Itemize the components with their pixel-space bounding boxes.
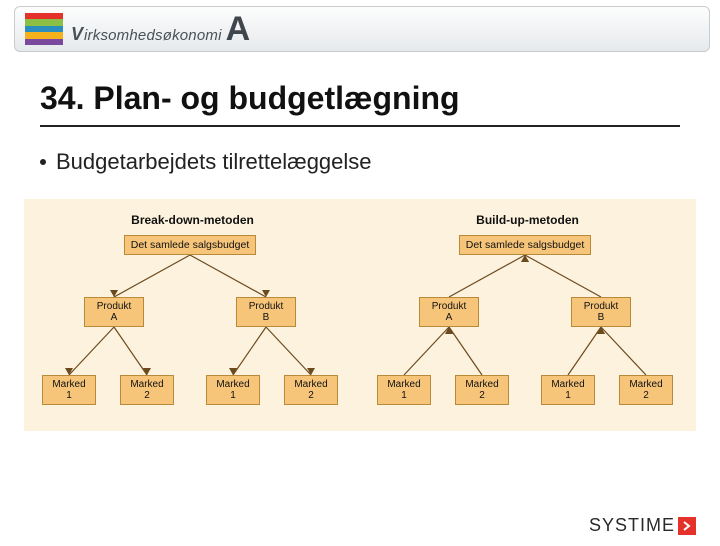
header-bar: V irksomhedsøkonomi A (14, 6, 710, 52)
diagram-node: Produkt A (419, 297, 479, 327)
title-underline (40, 125, 680, 127)
diagram-panel: Build-up-metoden Det samlede salgsbudget P… (365, 213, 690, 413)
page-title: 34. Plan- og budgetlægning (40, 80, 680, 117)
slide-content: 34. Plan- og budgetlægning Budgetarbejde… (0, 52, 720, 175)
brand-v: V (71, 24, 83, 45)
panel-canvas: Det samlede salgsbudget Produkt A Produkt … (30, 235, 355, 413)
diagram-node: Marked 2 (120, 375, 174, 405)
brand: V irksomhedsøkonomi A (71, 10, 250, 49)
panel-title: Build-up-metoden (365, 213, 690, 227)
brand-rest: irksomhedsøkonomi (84, 27, 222, 44)
panel-canvas: Det samlede salgsbudget Produkt A Produkt … (365, 235, 690, 413)
diagram-node: Produkt B (571, 297, 631, 327)
diagram-node: Marked 2 (455, 375, 509, 405)
diagram-container: Break-down-metoden Det samlede salgsbudge… (24, 199, 696, 431)
diagram-panel: Break-down-metoden Det samlede salgsbudge… (30, 213, 355, 413)
diagram-node: Det samlede salgsbudget (459, 235, 591, 255)
footer-company: SYSTIME (589, 515, 675, 536)
diagram-node: Produkt A (84, 297, 144, 327)
panel-title: Break-down-metoden (30, 213, 355, 227)
diagram-node: Marked 1 (377, 375, 431, 405)
diagram-node: Marked 2 (284, 375, 338, 405)
diagram-node: Marked 2 (619, 375, 673, 405)
diagram-node: Marked 1 (42, 375, 96, 405)
bullet-dot-icon (40, 159, 46, 165)
brand-a: A (226, 10, 251, 49)
footer-brand: SYSTIME (589, 515, 696, 536)
chevron-right-icon (678, 517, 696, 535)
diagram-node: Marked 1 (206, 375, 260, 405)
diagram-node: Produkt B (236, 297, 296, 327)
bullet-item: Budgetarbejdets tilrettelæggelse (40, 149, 680, 175)
bullet-text: Budgetarbejdets tilrettelæggelse (56, 149, 372, 175)
diagram-node: Marked 1 (541, 375, 595, 405)
diagram-node: Det samlede salgsbudget (124, 235, 256, 255)
brand-stripes (25, 13, 63, 45)
